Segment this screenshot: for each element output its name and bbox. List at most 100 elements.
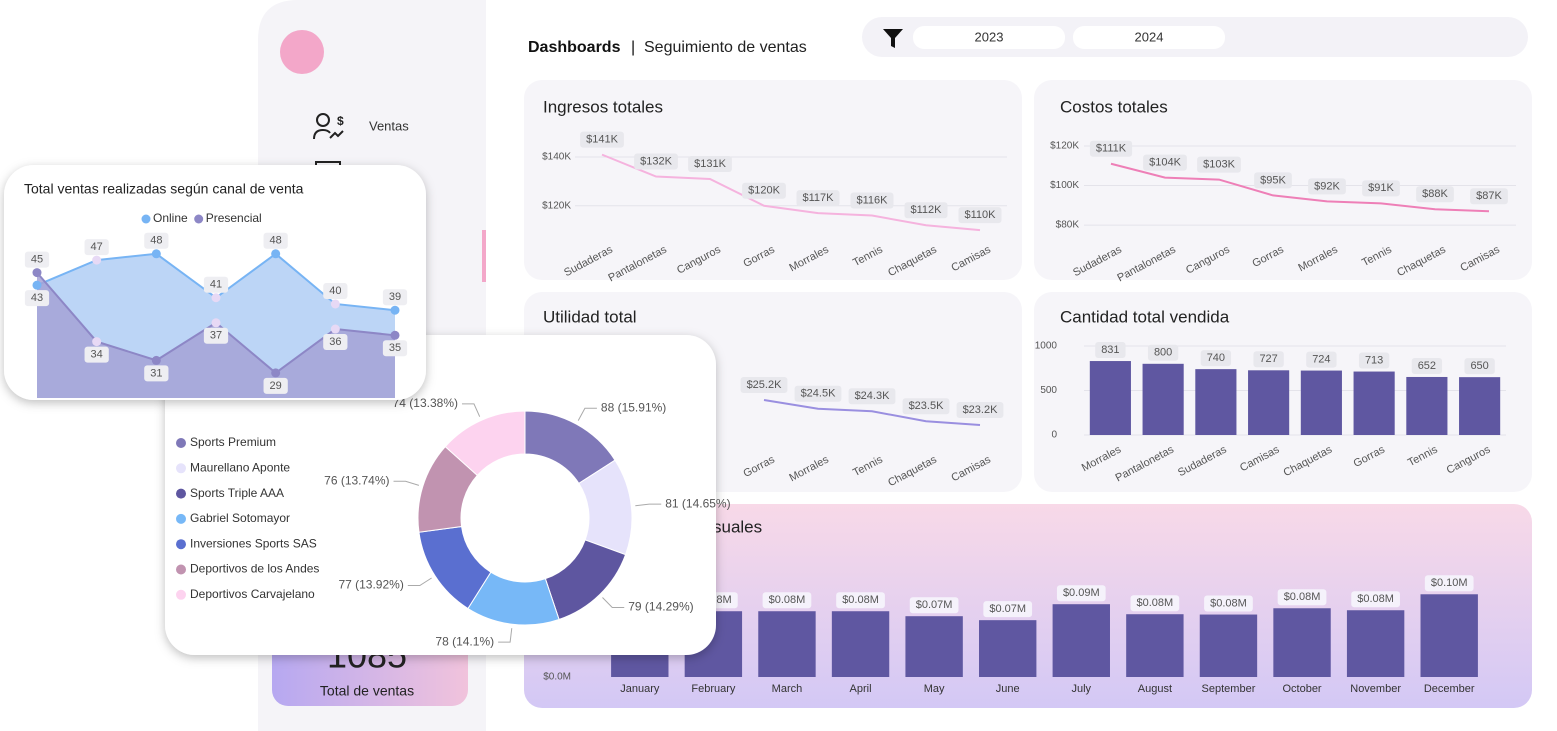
bar bbox=[758, 611, 816, 677]
bar bbox=[1089, 361, 1131, 435]
point bbox=[330, 324, 340, 334]
data-label: $132K bbox=[640, 155, 672, 167]
filter-pill[interactable] bbox=[1073, 26, 1225, 49]
line bbox=[1110, 162, 1490, 213]
data-label-bg bbox=[1308, 178, 1346, 195]
data-label: 39 bbox=[389, 291, 401, 303]
point bbox=[330, 299, 340, 309]
data-label: 47 bbox=[91, 241, 103, 253]
point bbox=[151, 249, 161, 259]
data-label: $0.10M bbox=[1431, 577, 1468, 589]
line bbox=[763, 399, 981, 426]
leader-line bbox=[461, 403, 481, 417]
bar bbox=[1300, 370, 1342, 435]
data-label-bg bbox=[634, 153, 678, 170]
data-label: $91K bbox=[1368, 182, 1394, 194]
data-label-bg bbox=[263, 377, 288, 394]
data-label-bg bbox=[1424, 575, 1474, 592]
data-label: 74 (13.38%) bbox=[393, 396, 458, 410]
legend-marker bbox=[176, 488, 186, 499]
data-label-bg bbox=[742, 182, 786, 199]
filter-option[interactable]: 2023 bbox=[975, 29, 1004, 44]
data-label-bg bbox=[983, 601, 1033, 618]
x-tick-label: November bbox=[1350, 683, 1401, 695]
point bbox=[211, 318, 221, 328]
data-label-bg bbox=[323, 334, 348, 351]
data-label-bg bbox=[1143, 154, 1187, 171]
nav-label[interactable]: Ventas bbox=[369, 118, 409, 133]
bar bbox=[1273, 608, 1331, 677]
data-label: 740 bbox=[1207, 352, 1225, 364]
bar bbox=[1195, 369, 1237, 435]
leader-line bbox=[393, 480, 420, 486]
x-tick-label: July bbox=[1072, 683, 1092, 695]
bar bbox=[1126, 614, 1184, 677]
x-tick-label: May bbox=[924, 683, 945, 695]
x-tick-label: June bbox=[996, 683, 1020, 695]
data-label: $0.07M bbox=[916, 599, 953, 611]
data-label: $111K bbox=[1096, 143, 1127, 155]
y-tick-label: $80K bbox=[1056, 220, 1080, 231]
data-label: $88K bbox=[1422, 188, 1448, 200]
legend-marker bbox=[176, 539, 186, 550]
data-label: 48 bbox=[270, 235, 282, 247]
panel bbox=[524, 80, 1022, 280]
header-separator: | bbox=[631, 39, 635, 56]
point bbox=[32, 268, 42, 278]
data-label: 37 bbox=[210, 330, 222, 342]
point bbox=[271, 368, 281, 378]
data-label: $117K bbox=[803, 192, 835, 204]
header-title: Dashboards bbox=[528, 39, 621, 56]
legend-label: Inversiones Sports SAS bbox=[190, 536, 317, 550]
data-label-bg bbox=[263, 232, 288, 249]
data-label-bg bbox=[1253, 351, 1284, 368]
area-card: Total ventas realizadas según canal de v… bbox=[4, 165, 426, 400]
data-label-bg bbox=[1411, 357, 1443, 374]
filter-pill[interactable] bbox=[913, 26, 1065, 49]
bar bbox=[1199, 614, 1258, 677]
x-tick-label: March bbox=[772, 683, 803, 695]
legend-label: Sports Triple AAA bbox=[190, 486, 284, 500]
data-label: 40 bbox=[329, 285, 341, 297]
leader-line bbox=[577, 407, 597, 421]
x-tick-label: September bbox=[1202, 683, 1256, 695]
data-label-bg bbox=[1089, 140, 1133, 157]
legend-label: Maurellano Aponte bbox=[190, 460, 290, 474]
legend-label: Online bbox=[153, 211, 188, 225]
sales-icon[interactable]: $ bbox=[313, 113, 344, 140]
data-label-bg bbox=[794, 385, 842, 402]
data-label-bg bbox=[904, 202, 948, 219]
data-label: $87K bbox=[1476, 190, 1502, 202]
data-label-bg bbox=[382, 340, 408, 357]
x-tick-label: October bbox=[1282, 683, 1321, 695]
data-label: $25.2K bbox=[747, 379, 783, 391]
legend-marker bbox=[176, 513, 186, 524]
data-label: $23.2K bbox=[963, 404, 999, 416]
filter-icon[interactable] bbox=[883, 29, 903, 48]
data-label-bg bbox=[902, 398, 950, 415]
data-label: $23.5K bbox=[909, 400, 945, 412]
point bbox=[92, 337, 102, 347]
data-label-bg bbox=[1470, 188, 1508, 205]
data-label-bg bbox=[850, 192, 894, 209]
filter-option[interactable]: 2024 bbox=[1135, 29, 1164, 44]
header-subtitle: Seguimiento de ventas bbox=[644, 39, 807, 56]
data-label: 79 (14.29%) bbox=[628, 600, 693, 614]
data-label-bg bbox=[144, 232, 169, 249]
point bbox=[92, 255, 102, 265]
data-label-bg bbox=[323, 282, 348, 299]
data-label-bg bbox=[1056, 585, 1106, 602]
y-tick-label: 500 bbox=[1040, 385, 1057, 396]
data-label-bg bbox=[1147, 344, 1179, 361]
area-content: Total ventas realizadas según canal de v… bbox=[24, 181, 408, 398]
data-label: 81 (14.65%) bbox=[665, 496, 730, 510]
bar bbox=[905, 616, 963, 677]
data-label: 727 bbox=[1259, 353, 1277, 365]
bar bbox=[1459, 377, 1501, 435]
leader-line bbox=[602, 597, 625, 609]
data-label-bg bbox=[24, 251, 50, 268]
y-tick-label: 0 bbox=[1051, 430, 1057, 441]
data-label: 36 bbox=[329, 336, 341, 348]
data-label: $103K bbox=[1203, 158, 1235, 170]
